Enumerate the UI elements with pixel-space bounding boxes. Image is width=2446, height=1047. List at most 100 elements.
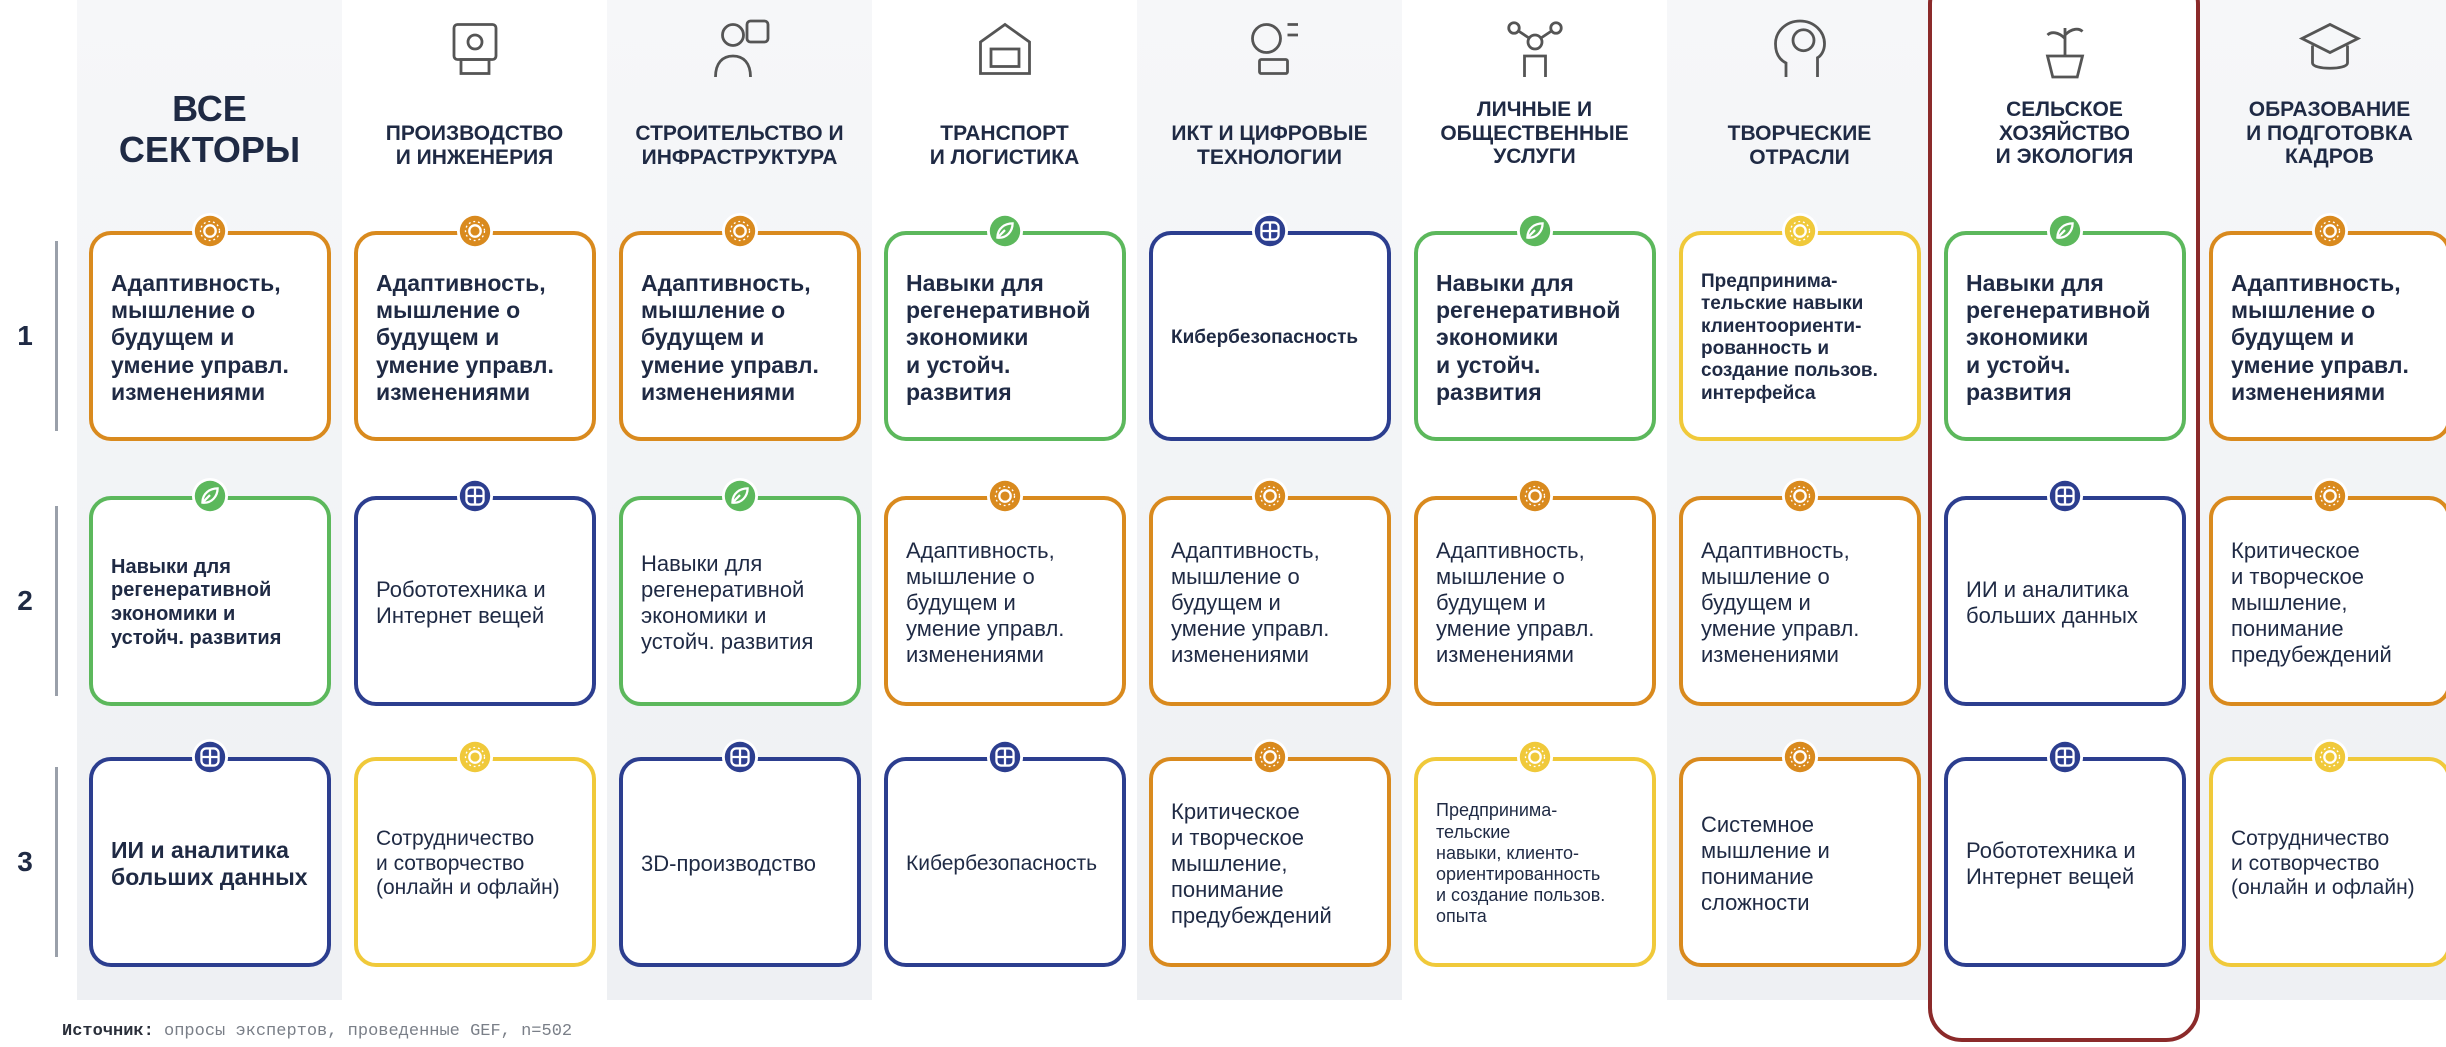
skill-card: Навыки для регенеративной экономики и ус… bbox=[1414, 231, 1656, 441]
skill-badge bbox=[1251, 738, 1289, 776]
skill-card: Адаптивность, мышление о будущем и умени… bbox=[884, 496, 1126, 706]
column-header: ТВОРЧЕСКИЕ ОТРАСЛИ bbox=[1727, 122, 1872, 169]
skill-text: Системное мышление и понимание сложности bbox=[1701, 812, 1830, 915]
row-line bbox=[55, 506, 58, 696]
skill-badge bbox=[2046, 477, 2084, 515]
row-number: 3 bbox=[17, 846, 33, 877]
skill-text: Критическое и творческое мышление, поним… bbox=[1171, 799, 1332, 928]
column-header: ТРАНСПОРТ И ЛОГИСТИКА bbox=[929, 122, 1080, 169]
skill-text: Робототехника и Интернет вещей bbox=[376, 577, 546, 628]
skill-text: 3D-производство bbox=[641, 851, 816, 877]
skill-badge bbox=[1781, 738, 1819, 776]
skill-badge bbox=[721, 212, 759, 250]
skill-text: Адаптивность, мышление о будущем и умени… bbox=[376, 270, 554, 405]
skill-card: Адаптивность, мышление о будущем и умени… bbox=[354, 231, 596, 441]
skill-badge bbox=[1251, 212, 1289, 250]
skill-badge bbox=[1516, 738, 1554, 776]
skill-badge bbox=[721, 477, 759, 515]
skill-card: Робототехника и Интернет вещей bbox=[1944, 757, 2186, 967]
column-header: ВСЕ СЕКТОРЫ bbox=[118, 88, 301, 171]
row-number: 2 bbox=[17, 585, 33, 616]
source-text: опросы экспертов, проведенные GEF, n=502 bbox=[164, 1022, 573, 1041]
sector-icon bbox=[978, 22, 1031, 75]
column-header: ПРОИЗВОДСТВО И ИНЖЕНЕРИЯ bbox=[385, 122, 564, 169]
skill-text: Сотрудничество и сотворчество (онлайн и … bbox=[376, 826, 560, 900]
source-note: Источник: опросы экспертов, проведенные … bbox=[62, 1022, 572, 1041]
skill-badge bbox=[456, 477, 494, 515]
skill-text: Адаптивность, мышление о будущем и умени… bbox=[111, 270, 289, 405]
skill-card: Критическое и творческое мышление, поним… bbox=[2209, 496, 2446, 706]
skill-text: Навыки для регенеративной экономики и ус… bbox=[906, 270, 1091, 405]
highlight-frame bbox=[1928, 0, 2200, 1042]
skill-badge bbox=[456, 212, 494, 250]
skill-card: Адаптивность, мышление о будущем и умени… bbox=[89, 231, 331, 441]
skill-card: Адаптивность, мышление о будущем и умени… bbox=[2209, 231, 2446, 441]
column-header: ЛИЧНЫЕ И ОБЩЕСТВЕННЫЕ УСЛУГИ bbox=[1440, 98, 1629, 169]
skill-badge bbox=[191, 477, 229, 515]
skill-text: Адаптивность, мышление о будущем и умени… bbox=[1701, 538, 1860, 667]
source-label: Источник: bbox=[62, 1022, 154, 1041]
skill-card: Критическое и творческое мышление, поним… bbox=[1149, 757, 1391, 967]
skill-badge bbox=[986, 212, 1024, 250]
skill-badge bbox=[721, 738, 759, 776]
skill-badge bbox=[986, 477, 1024, 515]
skill-text: Навыки для регенеративной экономики и ус… bbox=[641, 551, 814, 654]
skill-card: ИИ и аналитика больших данных bbox=[1944, 496, 2186, 706]
skill-card: Сотрудничество и сотворчество (онлайн и … bbox=[2209, 757, 2446, 967]
sector-icon bbox=[2045, 27, 2084, 79]
skill-card: Предпринима- тельские навыки клиентоорие… bbox=[1679, 231, 1921, 441]
skill-text: Робототехника и Интернет вещей bbox=[1966, 838, 2136, 889]
skill-text: Сотрудничество и сотворчество (онлайн и … bbox=[2231, 826, 2415, 900]
skill-text: Предпринима- тельские навыки клиентоорие… bbox=[1701, 270, 1878, 404]
skill-badge bbox=[1781, 212, 1819, 250]
skill-badge bbox=[2311, 212, 2349, 250]
skill-badge bbox=[2311, 477, 2349, 515]
skill-card: 3D-производство bbox=[619, 757, 861, 967]
skill-card: Навыки для регенеративной экономики и ус… bbox=[89, 496, 331, 706]
skill-text: Критическое и творческое мышление, поним… bbox=[2231, 538, 2392, 667]
skill-text: Адаптивность, мышление о будущем и умени… bbox=[1436, 538, 1595, 667]
skill-card: ИИ и аналитика больших данных bbox=[89, 757, 331, 967]
skill-card: Навыки для регенеративной экономики и ус… bbox=[884, 231, 1126, 441]
skill-badge bbox=[191, 212, 229, 250]
skill-text: Адаптивность, мышление о будущем и умени… bbox=[641, 270, 819, 405]
skill-text: Навыки для регенеративной экономики и ус… bbox=[1966, 270, 2151, 405]
sector-icon bbox=[1773, 19, 1826, 77]
skill-card: Адаптивность, мышление о будущем и умени… bbox=[1149, 496, 1391, 706]
sector-icon bbox=[1250, 23, 1298, 75]
skill-badge bbox=[1251, 477, 1289, 515]
skill-card: Навыки для регенеративной экономики и ус… bbox=[619, 496, 861, 706]
sector-icon bbox=[2298, 22, 2361, 70]
skill-text: ИИ и аналитика больших данных bbox=[1966, 577, 2138, 628]
sector-icon bbox=[1506, 21, 1563, 77]
column-header: ИКТ И ЦИФРОВЫЕ ТЕХНОЛОГИИ bbox=[1171, 122, 1368, 169]
skill-text: Кибербезопасность bbox=[1171, 326, 1359, 348]
skill-text: Навыки для регенеративной экономики и ус… bbox=[1436, 270, 1621, 405]
skill-text: Адаптивность, мышление о будущем и умени… bbox=[2231, 270, 2409, 405]
row-line bbox=[55, 767, 58, 957]
row-number: 1 bbox=[17, 320, 33, 351]
row-line bbox=[55, 241, 58, 431]
skill-text: ИИ и аналитика больших данных bbox=[111, 836, 308, 890]
sector-icon bbox=[452, 23, 497, 75]
column-header: СЕЛЬСКОЕ ХОЗЯЙСТВО И ЭКОЛОГИЯ bbox=[1995, 98, 2134, 169]
skill-card: Робототехника и Интернет вещей bbox=[354, 496, 596, 706]
skill-badge bbox=[456, 738, 494, 776]
skill-badge bbox=[1781, 477, 1819, 515]
skill-badge bbox=[1516, 212, 1554, 250]
sector-icon bbox=[713, 19, 769, 78]
skill-text: Предпринима- тельские навыки, клиенто- о… bbox=[1436, 800, 1606, 927]
column-header: СТРОИТЕЛЬСТВО И ИНФРАСТРУКТУРА bbox=[635, 122, 844, 169]
skill-badge bbox=[2046, 212, 2084, 250]
column-header: ОБРАЗОВАНИЕ И ПОДГОТОВКА КАДРОВ bbox=[2246, 98, 2413, 169]
skill-badge bbox=[2046, 738, 2084, 776]
skill-card: Сотрудничество и сотворчество (онлайн и … bbox=[354, 757, 596, 967]
skill-badge bbox=[191, 738, 229, 776]
skill-card: Предпринима- тельские навыки, клиенто- о… bbox=[1414, 757, 1656, 967]
skill-text: Кибербезопасность bbox=[906, 851, 1098, 875]
skill-card: Кибербезопасность bbox=[1149, 231, 1391, 441]
skill-text: Навыки для регенеративной экономики и ус… bbox=[111, 555, 282, 649]
skill-card: Кибербезопасность bbox=[884, 757, 1126, 967]
skill-badge bbox=[986, 738, 1024, 776]
